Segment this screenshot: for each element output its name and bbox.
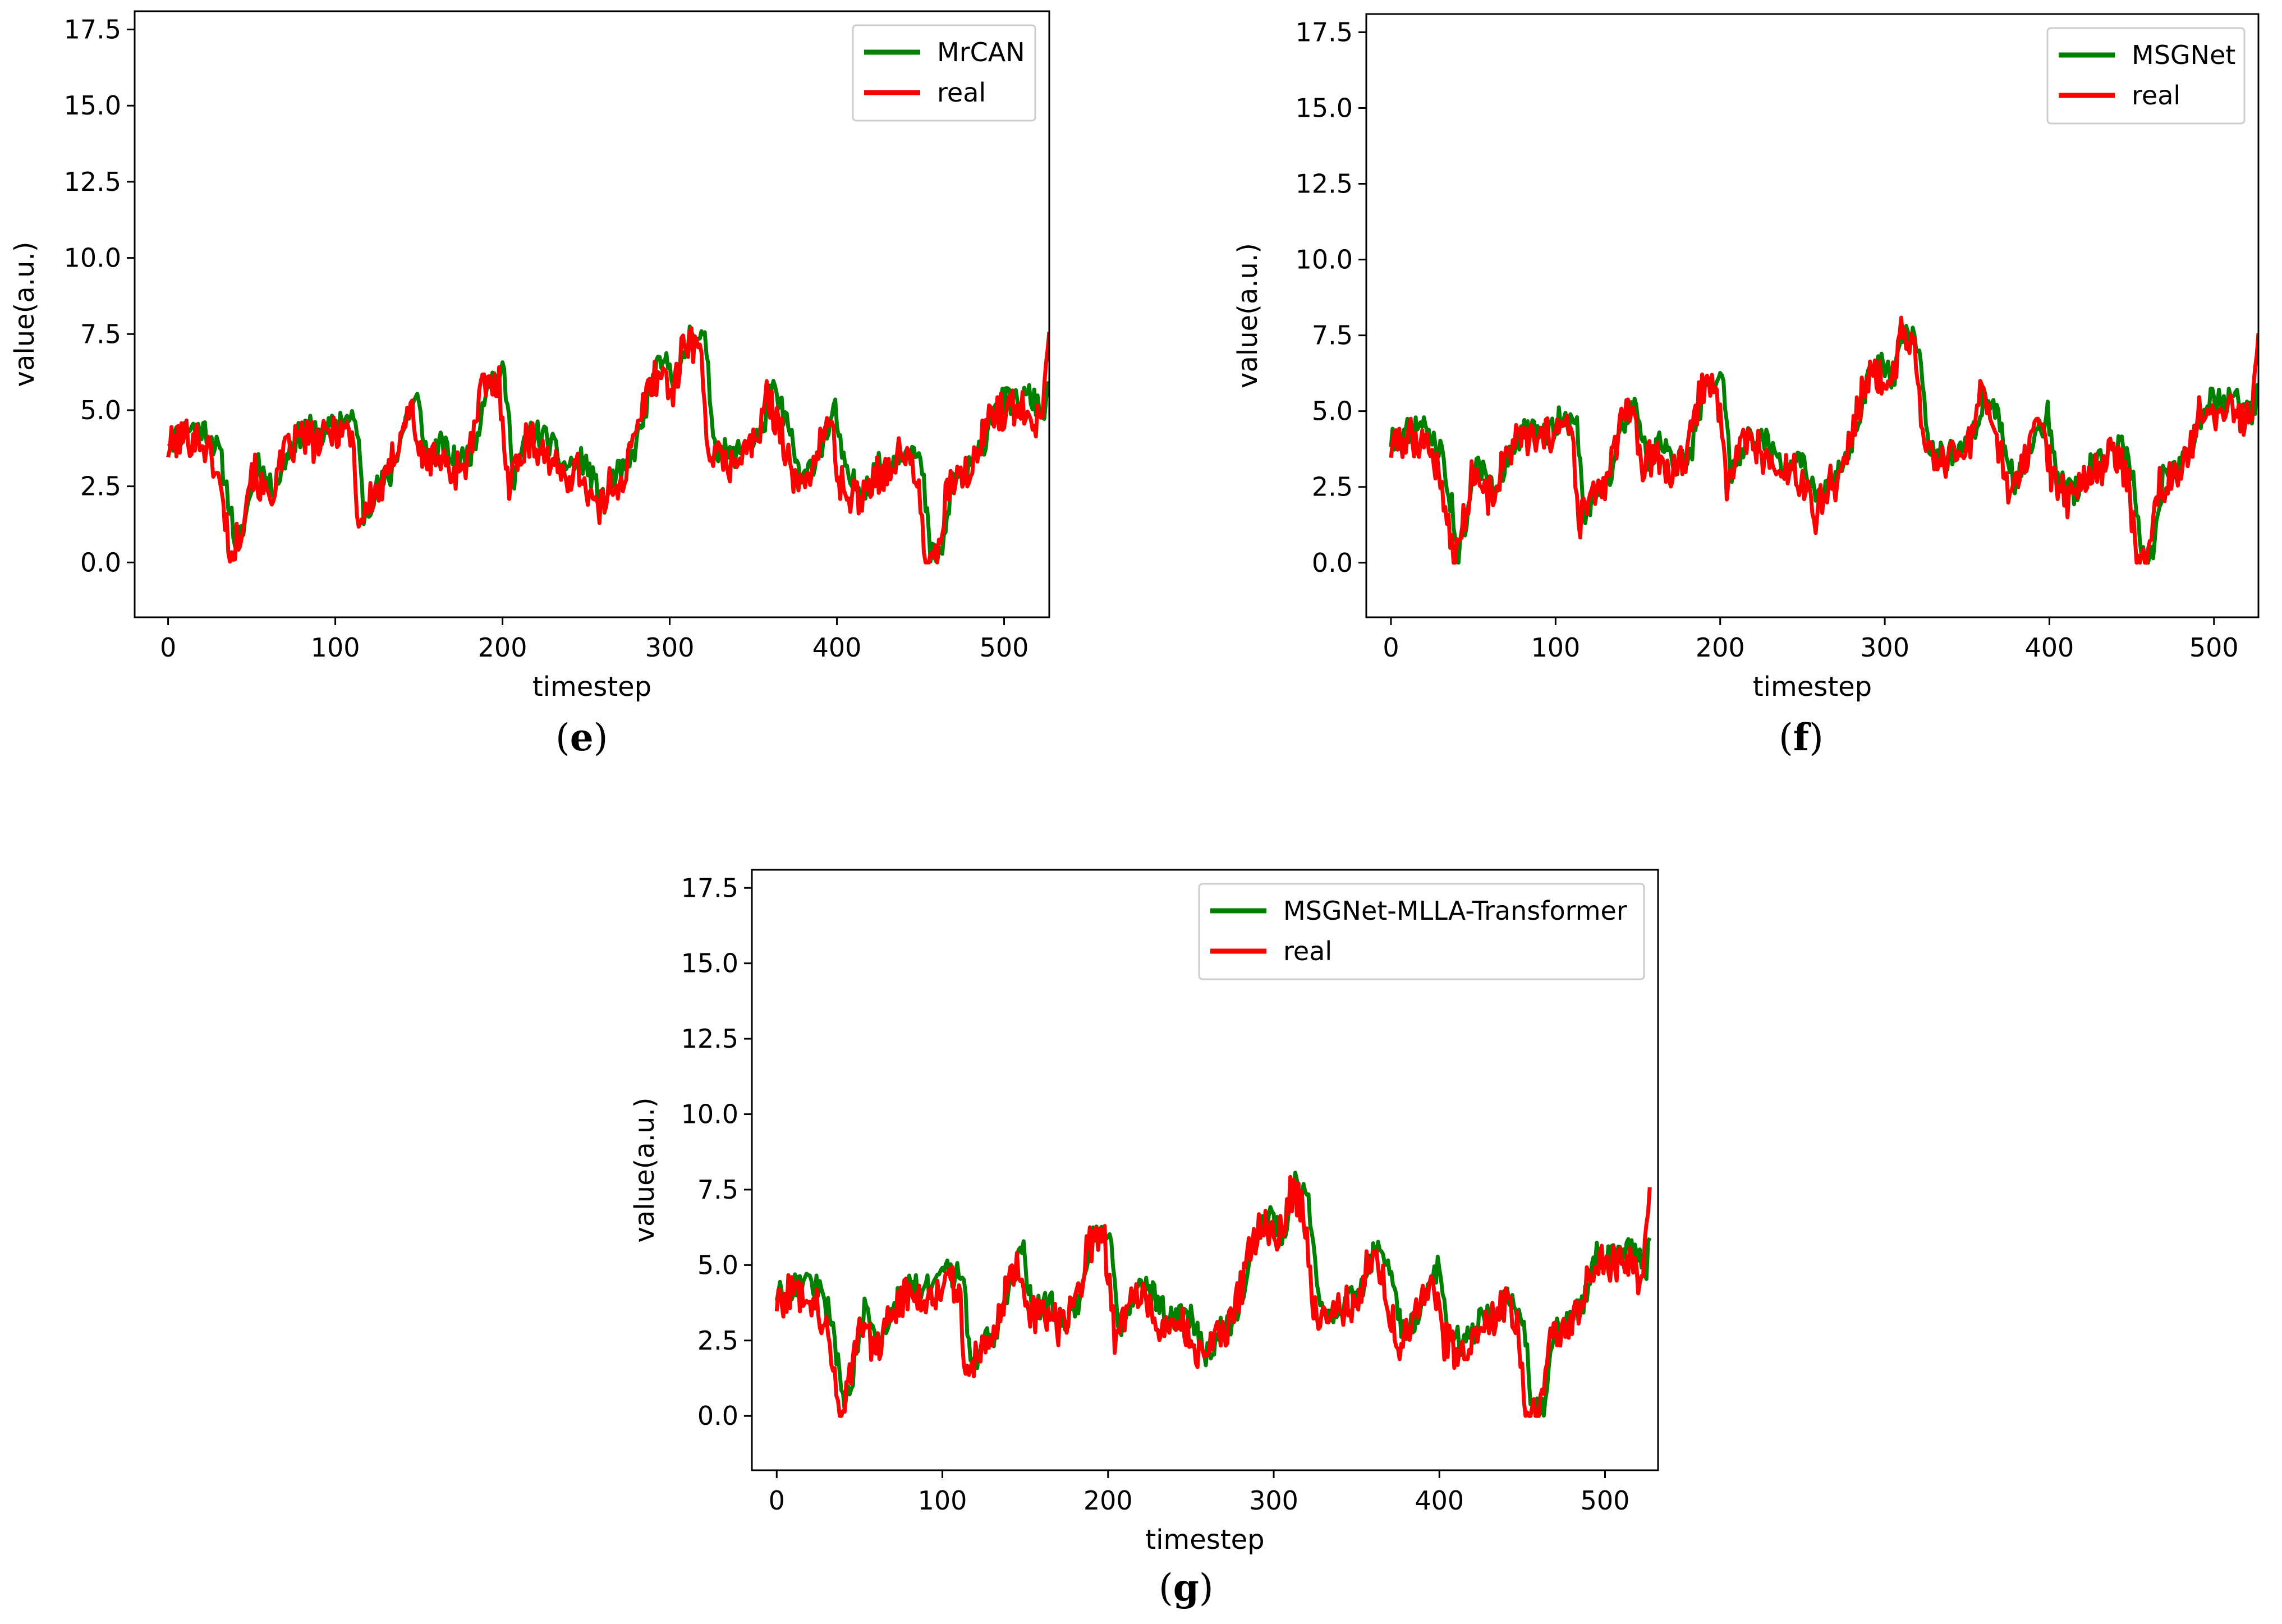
legend-label: real <box>937 77 986 108</box>
x-tick-label: 200 <box>1083 1485 1133 1516</box>
caption-letter-f: f <box>1793 715 1810 759</box>
y-tick-label: 12.5 <box>64 167 121 197</box>
line-chart-g: 0 100 200 300 400 500 0.0 2.5 5.0 7.5 10.0 12.5 15.0… <box>629 869 1659 1556</box>
legend-label: real <box>2132 80 2180 111</box>
x-tick-label: 0 <box>160 632 176 663</box>
x-tick-label: 300 <box>1249 1485 1298 1516</box>
x-axis-label: timestep <box>1753 671 1872 703</box>
x-tick-label: 500 <box>1581 1485 1630 1516</box>
x-tick-label: 500 <box>2189 632 2239 663</box>
caption-f: (f) <box>1779 715 1824 759</box>
x-tick-label: 100 <box>1531 632 1580 663</box>
y-tick-label: 0.0 <box>1312 548 1353 578</box>
series-line-real <box>166 326 1049 565</box>
plot-frame <box>134 10 1050 618</box>
caption-e: (e) <box>555 715 608 759</box>
y-tick-label: 15.0 <box>1296 93 1353 123</box>
legend: MrCAN real <box>852 24 1036 122</box>
legend: MSGNet real <box>2046 27 2246 125</box>
caption-letter-g: g <box>1173 1566 1199 1609</box>
y-axis-label: value(a.u.) <box>9 242 40 387</box>
y-tick-label: 12.5 <box>681 1024 738 1054</box>
caption-g: (g) <box>1159 1566 1214 1609</box>
legend-label: MSGNet <box>2132 40 2235 70</box>
line-chart-f: 0 100 200 300 400 500 0.0 2.5 5.0 7.5 10.0 12.5 15.0… <box>1232 13 2260 703</box>
x-tick-label: 300 <box>645 632 695 663</box>
legend-label: MSGNet-MLLA-Transformer <box>1283 896 1627 926</box>
y-tick-label: 7.5 <box>80 319 121 349</box>
chart-panel-e: 0 100 200 300 400 500 0.0 2.5 5.0 7.5 10.0 12.5 15.0… <box>0 0 1066 709</box>
x-axis-label: timestep <box>532 671 651 703</box>
y-tick-label: 15.0 <box>681 948 738 979</box>
y-tick-label: 2.5 <box>1312 472 1353 502</box>
y-tick-label: 7.5 <box>1312 320 1353 351</box>
y-tick-label: 10.0 <box>1296 245 1353 275</box>
y-axis-label: value(a.u.) <box>629 1098 660 1243</box>
x-tick-label: 500 <box>980 632 1029 663</box>
y-tick-label: 15.0 <box>64 90 121 121</box>
x-axis-label: timestep <box>1145 1524 1264 1556</box>
y-tick-label: 5.0 <box>697 1250 738 1280</box>
legend-label: MrCAN <box>937 37 1025 67</box>
y-tick-label: 2.5 <box>80 471 121 502</box>
y-tick-label: 10.0 <box>681 1099 738 1130</box>
x-tick-label: 400 <box>1415 1485 1464 1516</box>
series-line-real <box>774 1175 1652 1418</box>
chart-panel-g: 0 100 200 300 400 500 0.0 2.5 5.0 7.5 10.0 12.5 15.0… <box>620 850 1675 1559</box>
y-tick-label: 2.5 <box>697 1325 738 1356</box>
y-tick-label: 5.0 <box>1312 396 1353 426</box>
y-tick-label: 5.0 <box>80 395 121 425</box>
x-tick-label: 200 <box>478 632 527 663</box>
x-tick-label: 100 <box>311 632 360 663</box>
legend: MSGNet-MLLA-Transformer real <box>1198 883 1645 980</box>
x-tick-label: 400 <box>2025 632 2074 663</box>
x-tick-label: 0 <box>1383 632 1399 663</box>
y-tick-label: 12.5 <box>1296 169 1353 199</box>
x-tick-label: 200 <box>1696 632 1745 663</box>
x-tick-label: 300 <box>1860 632 1909 663</box>
y-tick-label: 0.0 <box>697 1401 738 1431</box>
series-line-real <box>1389 315 2258 565</box>
chart-panel-f: 0 100 200 300 400 500 0.0 2.5 5.0 7.5 10.0 12.5 15.0… <box>1223 0 2278 709</box>
y-tick-label: 17.5 <box>681 873 738 903</box>
line-chart-e: 0 100 200 300 400 500 0.0 2.5 5.0 7.5 10.0 12.5 15.0… <box>9 10 1050 703</box>
x-tick-label: 100 <box>918 1485 967 1516</box>
plot-frame <box>751 869 1659 1471</box>
y-tick-label: 17.5 <box>64 15 121 45</box>
series-line-prediction <box>167 324 1049 565</box>
y-tick-label: 7.5 <box>697 1175 738 1205</box>
y-tick-label: 17.5 <box>1296 17 1353 47</box>
y-tick-label: 10.0 <box>64 243 121 273</box>
x-tick-label: 0 <box>769 1485 785 1516</box>
legend-label: real <box>1283 936 1332 966</box>
caption-letter-e: e <box>570 715 594 759</box>
y-tick-label: 0.0 <box>80 547 121 577</box>
plot-frame <box>1365 13 2260 618</box>
y-axis-label: value(a.u.) <box>1232 243 1264 388</box>
x-tick-label: 400 <box>812 632 862 663</box>
